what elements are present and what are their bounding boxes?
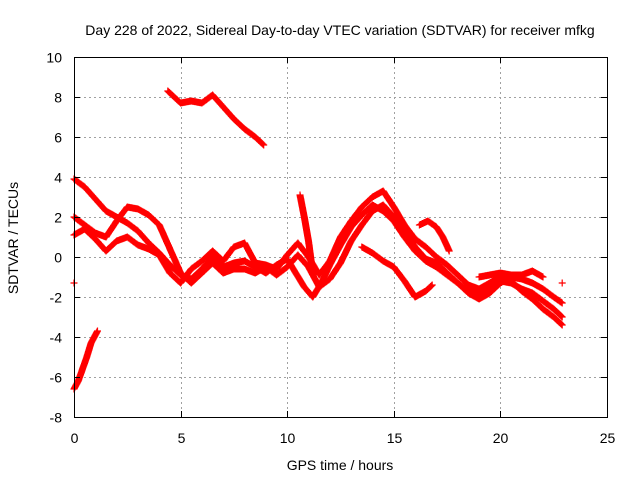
y-tick-label: -4 [50, 330, 63, 346]
x-tick-label: 25 [600, 430, 616, 446]
x-axis-label: GPS time / hours [287, 457, 394, 473]
y-tick-label: -6 [50, 370, 63, 386]
y-tick-label: 0 [54, 250, 62, 266]
x-tick-labels: 0 5 10 15 20 25 [71, 430, 616, 446]
y-tick-label: 8 [54, 90, 62, 106]
y-tick-label: -2 [50, 290, 63, 306]
y-tick-label: 4 [54, 170, 62, 186]
data-marks-track-8 [475, 267, 547, 281]
grid [74, 57, 607, 417]
x-tick-label: 0 [71, 430, 79, 446]
series-track-8 [475, 267, 547, 281]
x-tick-label: 10 [280, 430, 296, 446]
series-track-9 [415, 217, 453, 255]
plot-frame [74, 57, 608, 418]
y-tick-label: 6 [54, 130, 62, 146]
y-tick-label: -8 [50, 410, 63, 426]
series-track-6 [358, 243, 436, 301]
data-marks-track-9 [415, 217, 453, 255]
x-tick-label: 15 [387, 430, 403, 446]
data-marks-track-2 [164, 87, 268, 149]
series-track-7 [296, 191, 317, 277]
y-tick-label: 10 [46, 50, 62, 66]
axis-ticks [74, 57, 608, 418]
x-tick-label: 5 [178, 430, 186, 446]
y-axis-label: SDTVAR / TECUs [5, 182, 21, 294]
data-marks-track-6 [358, 243, 436, 301]
chart-title: Day 228 of 2022, Sidereal Day-to-day VTE… [85, 22, 594, 38]
series-track-2 [164, 87, 268, 149]
y-tick-labels: -8 -6 -4 -2 0 2 4 6 8 10 [46, 50, 62, 426]
x-tick-label: 20 [493, 430, 509, 446]
y-tick-label: 2 [54, 210, 62, 226]
data-marks-track-7 [296, 191, 317, 277]
